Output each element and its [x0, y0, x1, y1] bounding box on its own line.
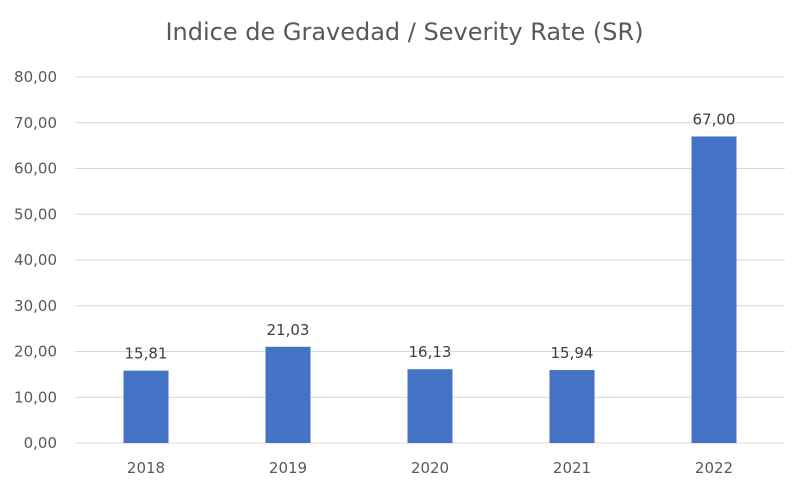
data-label: 16,13 [409, 343, 452, 361]
x-tick-label: 2020 [411, 459, 449, 477]
y-tick-label: 80,00 [14, 68, 57, 86]
data-label: 15,94 [551, 344, 594, 362]
bar [123, 370, 169, 443]
y-tick-label: 70,00 [14, 114, 57, 132]
bar [265, 346, 311, 443]
bar [407, 369, 453, 443]
bar [549, 370, 595, 443]
y-tick-label: 0,00 [24, 434, 57, 452]
y-tick-label: 50,00 [14, 205, 57, 223]
data-label: 21,03 [267, 321, 310, 339]
data-label: 67,00 [693, 110, 736, 128]
y-tick-label: 20,00 [14, 343, 57, 361]
data-label: 15,81 [125, 345, 168, 363]
x-tick-label: 2022 [695, 459, 733, 477]
y-tick-label: 60,00 [14, 160, 57, 178]
x-tick-label: 2021 [553, 459, 591, 477]
y-tick-label: 30,00 [14, 297, 57, 315]
x-tick-label: 2018 [127, 459, 165, 477]
chart-title: Indice de Gravedad / Severity Rate (SR) [165, 18, 644, 46]
bar [691, 136, 737, 443]
x-tick-label: 2019 [269, 459, 307, 477]
y-tick-label: 40,00 [14, 251, 57, 269]
y-tick-label: 10,00 [14, 388, 57, 406]
